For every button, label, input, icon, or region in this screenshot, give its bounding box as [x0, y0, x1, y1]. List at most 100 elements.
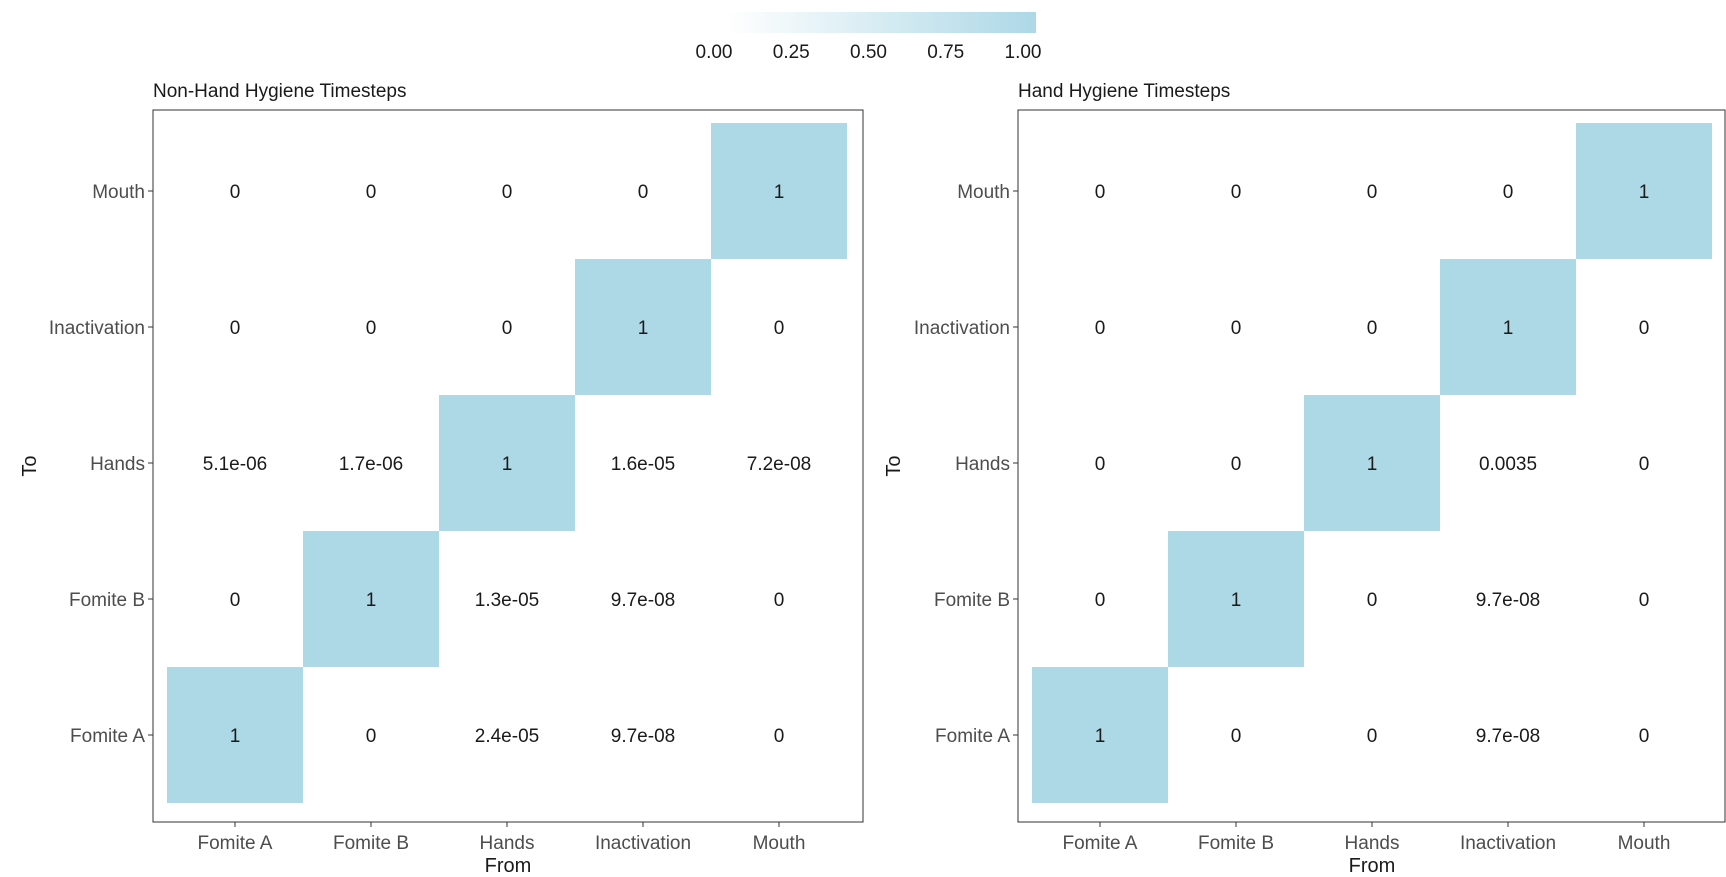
heatmap-cell	[1440, 531, 1576, 667]
x-axis-title: From	[485, 855, 532, 877]
legend-tick-label: 0.50	[850, 42, 887, 63]
cell-value-label: 0	[774, 726, 785, 747]
y-axis-ticks: Fomite A Fomite B Hands Inactivation Mouth	[49, 182, 153, 747]
cell-value-label: 2.4e-05	[475, 726, 539, 747]
x-tick-label: Fomite B	[1198, 833, 1274, 854]
cell-value-label: 5.1e-06	[203, 454, 267, 475]
heatmap-cell	[439, 123, 575, 259]
heatmap-cell	[1576, 123, 1712, 259]
legend-tick-label: 0.75	[927, 42, 964, 63]
x-tick-label: Mouth	[753, 833, 806, 854]
x-tick-label: Fomite A	[198, 833, 273, 854]
y-tick-label: Inactivation	[914, 318, 1010, 339]
cell-value-label: 0	[1639, 590, 1650, 611]
cell-value-label: 0	[1367, 182, 1378, 203]
heatmap-cell	[1440, 667, 1576, 803]
heatmap-cell	[1304, 667, 1440, 803]
cell-value-label: 1	[1503, 318, 1514, 339]
cell-value-label: 0	[502, 182, 513, 203]
heatmap-cells: 1 0 2.4e-05 9.7e-08 0 0 1 1.3e-05 9.7e-08 0 5.1e-0…	[167, 123, 847, 803]
heatmap-cell	[167, 123, 303, 259]
cell-value-label: 1	[1367, 454, 1378, 475]
heatmap-cell	[167, 667, 303, 803]
x-tick-label: Fomite B	[333, 833, 409, 854]
cell-value-label: 0.0035	[1479, 454, 1537, 475]
heatmap-cell	[711, 123, 847, 259]
cell-value-label: 0	[1231, 726, 1242, 747]
x-axis-title: From	[1349, 855, 1396, 877]
panel-border	[152, 109, 864, 823]
cell-value-label: 0	[1231, 182, 1242, 203]
x-tick-label: Fomite A	[1063, 833, 1138, 854]
heatmap-cell	[1304, 259, 1440, 395]
heatmap-cell	[439, 259, 575, 395]
heatmap-cell	[1168, 667, 1304, 803]
heatmap-cell	[1032, 667, 1168, 803]
cell-value-label: 0	[1095, 318, 1106, 339]
cell-value-label: 9.7e-08	[1476, 590, 1540, 611]
y-tick-label: Fomite A	[70, 726, 145, 747]
heatmap-cell	[1576, 395, 1712, 531]
x-tick-label: Hands	[480, 833, 535, 854]
heatmap-cell	[575, 123, 711, 259]
heatmap-cell	[1440, 259, 1576, 395]
cell-value-label: 0	[1095, 182, 1106, 203]
cell-value-label: 1.7e-06	[339, 454, 403, 475]
cell-value-label: 0	[230, 182, 241, 203]
cell-value-label: 1	[774, 182, 785, 203]
panel-title: Non-Hand Hygiene Timesteps	[153, 81, 406, 102]
cell-value-label: 9.7e-08	[611, 590, 675, 611]
x-axis-ticks: Fomite A Fomite B Hands Inactivation Mouth	[1063, 822, 1670, 854]
heatmap-cell	[303, 667, 439, 803]
heatmap-cell	[1168, 531, 1304, 667]
heatmap-cell	[1304, 123, 1440, 259]
legend-tick-label: 0.00	[696, 42, 733, 63]
x-tick-label: Hands	[1345, 833, 1400, 854]
heatmap-cell	[303, 123, 439, 259]
y-tick-label: Mouth	[957, 182, 1010, 203]
heatmap-cell	[575, 259, 711, 395]
cell-value-label: 0	[1231, 318, 1242, 339]
cell-value-label: 1	[1639, 182, 1650, 203]
legend-ticks: 0.00 0.25 0.50 0.75 1.00	[696, 42, 1042, 63]
cell-value-label: 1	[230, 726, 241, 747]
heatmap-cell	[167, 531, 303, 667]
heatmap-cell	[439, 395, 575, 531]
heatmap-cell	[575, 667, 711, 803]
cell-value-label: 0	[638, 182, 649, 203]
cell-value-label: 0	[1639, 318, 1650, 339]
heatmap-cell	[1576, 531, 1712, 667]
x-tick-label: Inactivation	[595, 833, 691, 854]
legend-colorbar	[727, 12, 1036, 33]
heatmap-cell	[303, 531, 439, 667]
heatmap-cell	[167, 395, 303, 531]
y-tick-label: Fomite A	[935, 726, 1010, 747]
cell-value-label: 0	[366, 318, 377, 339]
cell-value-label: 0	[1095, 454, 1106, 475]
heatmap-cell	[1032, 531, 1168, 667]
cell-value-label: 1	[1231, 590, 1242, 611]
heatmap-cell	[439, 667, 575, 803]
y-tick-label: Fomite B	[69, 590, 145, 611]
heatmap-cell	[1576, 259, 1712, 395]
y-tick-label: Mouth	[92, 182, 145, 203]
cell-value-label: 0	[502, 318, 513, 339]
cell-value-label: 0	[230, 318, 241, 339]
heatmap-cell	[1576, 667, 1712, 803]
heatmap-panel-non-hand-hygiene: Non-Hand Hygiene Timesteps 1 0 2.4e-05 9.7e…	[19, 81, 864, 877]
cell-value-label: 1.6e-05	[611, 454, 675, 475]
y-tick-label: Hands	[955, 454, 1010, 475]
heatmap-cell	[711, 259, 847, 395]
cell-value-label: 0	[1639, 454, 1650, 475]
heatmap-cell	[1440, 395, 1576, 531]
y-axis-title: To	[883, 455, 905, 476]
cell-value-label: 0	[230, 590, 241, 611]
cell-value-label: 0	[1503, 182, 1514, 203]
heatmap-cell	[1032, 259, 1168, 395]
heatmap-cell	[1032, 123, 1168, 259]
heatmap-cell	[575, 531, 711, 667]
y-tick-label: Inactivation	[49, 318, 145, 339]
cell-value-label: 0	[1639, 726, 1650, 747]
color-legend: 0.00 0.25 0.50 0.75 1.00	[696, 12, 1042, 63]
